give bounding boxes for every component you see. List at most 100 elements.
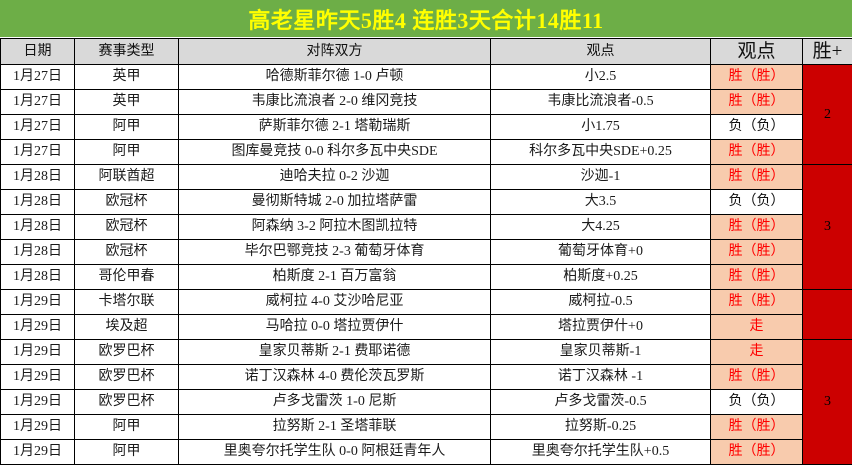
- cell-date: 1月29日: [0, 314, 75, 340]
- cell-result: 负（负）: [710, 389, 803, 415]
- cell-league: 欧冠杯: [74, 239, 179, 265]
- cell-view: 里奥夸尔托学生队+0.5: [490, 439, 711, 465]
- cell-match: 拉努斯 2-1 圣塔菲联: [178, 414, 491, 440]
- cell-league: 英甲: [74, 89, 179, 115]
- table-row: 1月28日 阿联酋超 迪哈夫拉 0-2 沙迦 沙迦-1 胜（胜） 3: [0, 164, 852, 290]
- cell-view: 皇家贝蒂斯-1: [490, 339, 711, 365]
- table-header: 日期 赛事类型 对阵双方 观点 观点 胜+: [0, 38, 852, 65]
- cell-match: 马哈拉 0-0 塔拉贾伊什: [178, 314, 491, 340]
- cell-view: 科尔多瓦中央SDE+0.25: [490, 139, 711, 165]
- cell-result: 负（负）: [710, 114, 803, 140]
- table-row: 1月29日 欧罗巴杯 诺丁汉森林 4-0 费伦茨瓦罗斯 诺丁汉森林 -1 胜（胜）: [0, 364, 852, 390]
- table-row: 1月29日 欧罗巴杯 卢多戈雷茨 1-0 尼斯 卢多戈雷茨-0.5 负（负）: [0, 389, 852, 415]
- cell-result: 负（负）: [710, 189, 803, 215]
- table-row: 1月28日 哥伦甲春 柏斯度 2-1 百万富翁 柏斯度+0.25 胜（胜）: [0, 264, 852, 290]
- cell-date: 1月28日: [0, 189, 75, 215]
- cell-view: 小1.75: [490, 114, 711, 140]
- column-header-match[interactable]: 对阵双方: [178, 38, 491, 65]
- cell-match: 萨斯菲尔德 2-1 塔勒瑞斯: [178, 114, 491, 140]
- cell-date: 1月28日: [0, 239, 75, 265]
- cell-league: 欧罗巴杯: [74, 339, 179, 365]
- table-row: 1月28日 欧冠杯 阿森纳 3-2 阿拉木图凯拉特 大4.25 胜（胜）: [0, 214, 852, 240]
- cell-date: 1月29日: [0, 289, 75, 315]
- cell-view: 韦康比流浪者-0.5: [490, 89, 711, 115]
- cell-result: 胜（胜）: [710, 364, 803, 390]
- cell-result: 走: [710, 314, 803, 340]
- cell-match: 威柯拉 4-0 艾沙哈尼亚: [178, 289, 491, 315]
- column-header-league[interactable]: 赛事类型: [74, 38, 179, 65]
- cell-view: 柏斯度+0.25: [490, 264, 711, 290]
- cell-league: 阿甲: [74, 114, 179, 140]
- cell-match: 阿森纳 3-2 阿拉木图凯拉特: [178, 214, 491, 240]
- cell-league: 埃及超: [74, 314, 179, 340]
- cell-league: 阿联酋超: [74, 164, 179, 190]
- cell-date: 1月28日: [0, 164, 75, 190]
- cell-date: 1月29日: [0, 414, 75, 440]
- table-row: 1月29日 埃及超 马哈拉 0-0 塔拉贾伊什 塔拉贾伊什+0 走: [0, 314, 852, 340]
- cell-date: 1月29日: [0, 364, 75, 390]
- table-row: 1月28日 欧冠杯 毕尔巴鄂竞技 2-3 葡萄牙体育 葡萄牙体育+0 胜（胜）: [0, 239, 852, 265]
- table-row: 1月29日 阿甲 里奥夸尔托学生队 0-0 阿根廷青年人 里奥夸尔托学生队+0.5 胜（…: [0, 439, 852, 465]
- cell-view: 诺丁汉森林 -1: [490, 364, 711, 390]
- cell-winplus: 3: [802, 164, 852, 290]
- cell-view: 卢多戈雷茨-0.5: [490, 389, 711, 415]
- cell-match: 图库曼竞技 0-0 科尔多瓦中央SDE: [178, 139, 491, 165]
- table-row: 1月29日 阿甲 拉努斯 2-1 圣塔菲联 拉努斯-0.25 胜（胜）: [0, 414, 852, 440]
- cell-view: 小2.5: [490, 64, 711, 90]
- cell-league: 阿甲: [74, 139, 179, 165]
- cell-league: 欧冠杯: [74, 214, 179, 240]
- cell-result: 胜（胜）: [710, 214, 803, 240]
- cell-league: 哥伦甲春: [74, 264, 179, 290]
- column-header-result[interactable]: 观点: [710, 38, 803, 65]
- cell-date: 1月27日: [0, 114, 75, 140]
- cell-view: 拉努斯-0.25: [490, 414, 711, 440]
- cell-league: 卡塔尔联: [74, 289, 179, 315]
- column-header-winplus[interactable]: 胜+: [802, 38, 852, 65]
- cell-league: 英甲: [74, 64, 179, 90]
- cell-result: 胜（胜）: [710, 414, 803, 440]
- cell-result: 胜（胜）: [710, 89, 803, 115]
- cell-match: 曼彻斯特城 2-0 加拉塔萨雷: [178, 189, 491, 215]
- cell-view: 葡萄牙体育+0: [490, 239, 711, 265]
- cell-league: 阿甲: [74, 439, 179, 465]
- cell-winplus: [802, 289, 852, 340]
- cell-result: 走: [710, 339, 803, 365]
- cell-league: 阿甲: [74, 414, 179, 440]
- cell-date: 1月27日: [0, 64, 75, 90]
- column-header-view[interactable]: 观点: [490, 38, 711, 65]
- table-row: 1月28日 欧冠杯 曼彻斯特城 2-0 加拉塔萨雷 大3.5 负（负）: [0, 189, 852, 215]
- title-banner: 高老星昨天5胜4 连胜3天合计14胜11: [0, 0, 852, 38]
- table-row: 1月29日 卡塔尔联 威柯拉 4-0 艾沙哈尼亚 威柯拉-0.5 胜（胜）: [0, 289, 852, 340]
- cell-view: 威柯拉-0.5: [490, 289, 711, 315]
- cell-view: 沙迦-1: [490, 164, 711, 190]
- column-header-date[interactable]: 日期: [0, 38, 75, 65]
- cell-winplus: 2: [802, 64, 852, 165]
- cell-league: 欧罗巴杯: [74, 389, 179, 415]
- table-row: 1月27日 英甲 韦康比流浪者 2-0 维冈竞技 韦康比流浪者-0.5 胜（胜）: [0, 89, 852, 115]
- cell-view: 塔拉贾伊什+0: [490, 314, 711, 340]
- page-title: 高老星昨天5胜4 连胜3天合计14胜11: [248, 7, 604, 33]
- cell-result: 胜（胜）: [710, 64, 803, 90]
- cell-result: 胜（胜）: [710, 239, 803, 265]
- cell-result: 胜（胜）: [710, 439, 803, 465]
- cell-match: 柏斯度 2-1 百万富翁: [178, 264, 491, 290]
- cell-result: 胜（胜）: [710, 264, 803, 290]
- cell-date: 1月27日: [0, 139, 75, 165]
- cell-league: 欧冠杯: [74, 189, 179, 215]
- cell-date: 1月27日: [0, 89, 75, 115]
- table-row: 1月27日 英甲 哈德斯菲尔德 1-0 卢顿 小2.5 胜（胜） 2: [0, 64, 852, 165]
- cell-date: 1月28日: [0, 214, 75, 240]
- cell-result: 胜（胜）: [710, 164, 803, 190]
- cell-winplus: 3: [802, 339, 852, 465]
- cell-match: 卢多戈雷茨 1-0 尼斯: [178, 389, 491, 415]
- cell-view: 大3.5: [490, 189, 711, 215]
- header-row: 日期 赛事类型 对阵双方 观点 观点 胜+: [0, 38, 852, 65]
- cell-date: 1月28日: [0, 264, 75, 290]
- cell-date: 1月29日: [0, 339, 75, 365]
- cell-match: 诺丁汉森林 4-0 费伦茨瓦罗斯: [178, 364, 491, 390]
- table-row: 1月27日 阿甲 萨斯菲尔德 2-1 塔勒瑞斯 小1.75 负（负）: [0, 114, 852, 140]
- cell-league: 欧罗巴杯: [74, 364, 179, 390]
- predictions-table: 日期 赛事类型 对阵双方 观点 观点 胜+ 1月27日 英甲 哈德斯菲尔德 1-0 …: [0, 38, 852, 465]
- table-row: 1月27日 阿甲 图库曼竞技 0-0 科尔多瓦中央SDE 科尔多瓦中央SDE+0.25…: [0, 139, 852, 165]
